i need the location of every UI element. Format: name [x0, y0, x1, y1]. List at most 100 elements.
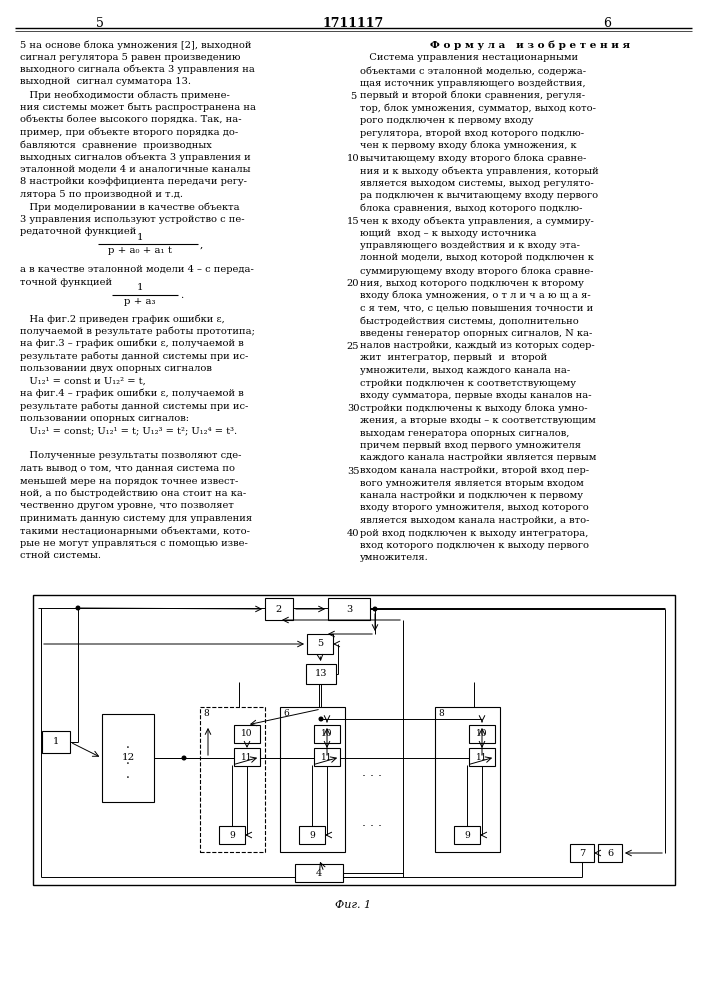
Bar	[314, 725, 340, 743]
Bar	[234, 748, 260, 766]
Bar	[299, 826, 325, 844]
Text: . . .: . . .	[362, 766, 382, 778]
Bar	[598, 844, 622, 862]
Text: Полученные результаты позволяют сде-: Полученные результаты позволяют сде-	[20, 452, 242, 460]
Text: 11: 11	[321, 752, 333, 762]
Text: ·
·
·: · · ·	[126, 742, 130, 786]
Text: вычитающему входу второго блока сравне-: вычитающему входу второго блока сравне-	[360, 153, 586, 163]
Text: 40: 40	[346, 529, 359, 538]
Text: 3 управления используют устройство с пе-: 3 управления используют устройство с пе-	[20, 215, 245, 224]
Bar	[234, 725, 260, 743]
Bar	[570, 844, 594, 862]
Text: лонной модели, выход которой подключен к: лонной модели, выход которой подключен к	[360, 253, 594, 262]
Text: 5: 5	[96, 17, 104, 30]
Text: умножители, выход каждого канала на-: умножители, выход каждого канала на-	[360, 366, 571, 375]
Text: чественно другом уровне, что позволяет: чественно другом уровне, что позволяет	[20, 502, 234, 510]
Text: ,: ,	[200, 240, 203, 249]
Text: объектами с эталонной моделью, содержа-: объектами с эталонной моделью, содержа-	[360, 66, 586, 76]
Text: суммирующему входу второго блока сравне-: суммирующему входу второго блока сравне-	[360, 266, 593, 275]
Text: налов настройки, каждый из которых содер-: налов настройки, каждый из которых содер…	[360, 341, 595, 350]
Bar	[295, 864, 343, 882]
Text: вход которого подключен к выходу первого: вход которого подключен к выходу первого	[360, 541, 589, 550]
Text: На фиг.2 приведен график ошибки ε,: На фиг.2 приведен график ошибки ε,	[20, 314, 225, 324]
Bar	[328, 598, 370, 620]
Text: 6: 6	[283, 709, 288, 718]
Bar	[454, 826, 480, 844]
Text: U₁₂¹ = const и U₁₂² = t,: U₁₂¹ = const и U₁₂² = t,	[20, 376, 146, 385]
Text: 9: 9	[309, 830, 315, 840]
Text: 8: 8	[203, 709, 209, 718]
Bar	[102, 714, 154, 802]
Text: 35: 35	[346, 467, 359, 476]
Text: 1711117: 1711117	[322, 17, 384, 30]
Text: 30: 30	[346, 404, 359, 413]
Text: рые не могут управляться с помощью изве-: рые не могут управляться с помощью изве-	[20, 539, 248, 548]
Text: выходных сигналов объекта 3 управления и: выходных сигналов объекта 3 управления и	[20, 152, 251, 162]
Text: результате работы данной системы при ис-: результате работы данной системы при ис-	[20, 401, 248, 411]
Text: 2: 2	[276, 604, 282, 613]
Text: объекты более высокого порядка. Так, на-: объекты более высокого порядка. Так, на-	[20, 115, 242, 124]
Text: При необходимости область примене-: При необходимости область примене-	[20, 90, 230, 100]
Text: с я тем, что, с целью повышения точности и: с я тем, что, с целью повышения точности…	[360, 304, 593, 312]
Text: ной, а по быстродействию она стоит на ка-: ной, а по быстродействию она стоит на ка…	[20, 489, 246, 498]
Text: ния системы может быть распространена на: ния системы может быть распространена на	[20, 103, 256, 112]
Text: принимать данную систему для управления: принимать данную систему для управления	[20, 514, 252, 523]
Text: является выходом системы, выход регулято-: является выходом системы, выход регулято…	[360, 178, 594, 188]
Text: 5: 5	[317, 640, 323, 648]
Text: 13: 13	[315, 670, 327, 678]
Text: чен к первому входу блока умножения, к: чен к первому входу блока умножения, к	[360, 141, 577, 150]
Text: При моделировании в качестве объекта: При моделировании в качестве объекта	[20, 202, 240, 212]
Text: сигнал регулятора 5 равен произведению: сигнал регулятора 5 равен произведению	[20, 52, 240, 62]
Text: 4: 4	[316, 868, 322, 878]
Text: такими нестационарными объектами, кото-: такими нестационарными объектами, кото-	[20, 526, 250, 536]
Text: 6: 6	[607, 848, 613, 857]
Text: точной функцией: точной функцией	[20, 278, 112, 287]
Text: каждого канала настройки является первым: каждого канала настройки является первым	[360, 454, 597, 462]
Text: управляющего воздействия и к входу эта-: управляющего воздействия и к входу эта-	[360, 241, 580, 250]
Bar	[435, 707, 500, 852]
Text: 10: 10	[321, 730, 333, 738]
Text: 1: 1	[136, 284, 144, 292]
Text: 5: 5	[350, 92, 356, 101]
Text: лятора 5 по производной и т.д.: лятора 5 по производной и т.д.	[20, 190, 183, 199]
Text: 6: 6	[603, 17, 611, 30]
Text: блока сравнения, выход которого подклю-: блока сравнения, выход которого подклю-	[360, 204, 583, 213]
Text: 11: 11	[477, 752, 488, 762]
Circle shape	[319, 717, 323, 721]
Text: 10: 10	[477, 730, 488, 738]
Text: p + a₀ + a₁ t: p + a₀ + a₁ t	[108, 246, 172, 255]
Text: входу блока умножения, о т л и ч а ю щ а я-: входу блока умножения, о т л и ч а ю щ а…	[360, 291, 591, 300]
Text: результате работы данной системы при ис-: результате работы данной системы при ис-	[20, 352, 248, 361]
Text: p + a₃: p + a₃	[124, 296, 156, 306]
Bar	[314, 748, 340, 766]
Text: 3: 3	[346, 604, 352, 613]
Text: рой вход подключен к выходу интегратора,: рой вход подключен к выходу интегратора,	[360, 528, 588, 538]
Text: 9: 9	[464, 830, 470, 840]
Text: жит  интегратор, первый  и  второй: жит интегратор, первый и второй	[360, 354, 547, 362]
Text: .: .	[180, 291, 183, 300]
Text: стной системы.: стной системы.	[20, 552, 101, 560]
Text: тор, блок умножения, сумматор, выход кото-: тор, блок умножения, сумматор, выход кот…	[360, 104, 596, 113]
Text: жения, а вторые входы – к соответствующим: жения, а вторые входы – к соответствующи…	[360, 416, 596, 425]
Text: чен к входу объекта управления, а суммиру-: чен к входу объекта управления, а суммир…	[360, 216, 594, 226]
Circle shape	[182, 756, 186, 760]
Text: 8: 8	[438, 709, 444, 718]
Bar	[219, 826, 245, 844]
Text: умножителя.: умножителя.	[360, 554, 428, 562]
Text: стройки подключен к соответствующему: стройки подключен к соответствующему	[360, 378, 576, 387]
Text: пример, при объекте второго порядка до-: пример, при объекте второго порядка до-	[20, 127, 238, 137]
Text: выходам генератора опорных сигналов,: выходам генератора опорных сигналов,	[360, 428, 569, 438]
Text: ния, выход которого подключен к второму: ния, выход которого подключен к второму	[360, 278, 584, 288]
Text: редаточной функцией: редаточной функцией	[20, 228, 136, 236]
Text: стройки подключены к выходу блока умно-: стройки подключены к выходу блока умно-	[360, 403, 588, 413]
Circle shape	[373, 607, 377, 611]
Text: пользовании опорных сигналов:: пользовании опорных сигналов:	[20, 414, 189, 423]
Text: выходной  сигнал сумматора 13.: выходной сигнал сумматора 13.	[20, 78, 191, 87]
Text: 1: 1	[53, 738, 59, 746]
Text: ра подключен к вычитающему входу первого: ра подключен к вычитающему входу первого	[360, 191, 598, 200]
Text: на фиг.4 – график ошибки ε, получаемой в: на фиг.4 – график ошибки ε, получаемой в	[20, 389, 244, 398]
Text: 5 на основе блока умножения [2], выходной: 5 на основе блока умножения [2], выходно…	[20, 40, 252, 49]
Text: канала настройки и подключен к первому: канала настройки и подключен к первому	[360, 491, 583, 500]
Text: . . .: . . .	[362, 816, 382, 828]
Text: бавляются  сравнение  производных: бавляются сравнение производных	[20, 140, 212, 149]
